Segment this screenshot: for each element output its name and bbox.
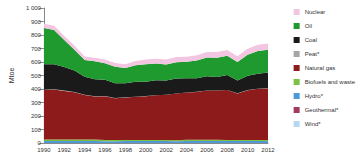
svg-text:1992: 1992 [58, 147, 72, 153]
svg-text:900: 900 [31, 19, 42, 25]
svg-text:Oil: Oil [305, 23, 312, 29]
svg-text:Biofuels and waste: Biofuels and waste [305, 79, 356, 85]
svg-text:300: 300 [31, 100, 42, 106]
svg-text:2006: 2006 [200, 147, 214, 153]
svg-text:Coal: Coal [305, 37, 317, 43]
svg-text:100: 100 [31, 127, 42, 133]
svg-text:Nuclear: Nuclear [305, 9, 326, 15]
svg-text:Geothermal*: Geothermal* [305, 107, 339, 113]
svg-text:600: 600 [31, 59, 42, 65]
svg-text:2000: 2000 [139, 147, 153, 153]
svg-text:1996: 1996 [98, 147, 112, 153]
svg-text:Peat*: Peat* [305, 51, 320, 57]
svg-text:2002: 2002 [159, 147, 173, 153]
svg-text:0: 0 [38, 140, 42, 146]
svg-text:Wind*: Wind* [305, 121, 322, 127]
svg-text:400: 400 [31, 86, 42, 92]
svg-text:2012: 2012 [261, 147, 275, 153]
svg-text:Hydro*: Hydro* [305, 93, 324, 99]
svg-text:500: 500 [31, 73, 42, 79]
svg-text:200: 200 [31, 113, 42, 119]
svg-text:Natural gas: Natural gas [305, 65, 336, 71]
svg-text:700: 700 [31, 46, 42, 52]
svg-text:800: 800 [31, 32, 42, 38]
svg-text:2008: 2008 [221, 147, 235, 153]
svg-text:2004: 2004 [180, 147, 194, 153]
svg-text:1994: 1994 [78, 147, 92, 153]
svg-text:2010: 2010 [241, 147, 255, 153]
svg-text:1 000: 1 000 [26, 5, 42, 11]
svg-text:1990: 1990 [37, 147, 51, 153]
svg-text:Mtoe: Mtoe [8, 68, 15, 84]
svg-text:1998: 1998 [119, 147, 133, 153]
